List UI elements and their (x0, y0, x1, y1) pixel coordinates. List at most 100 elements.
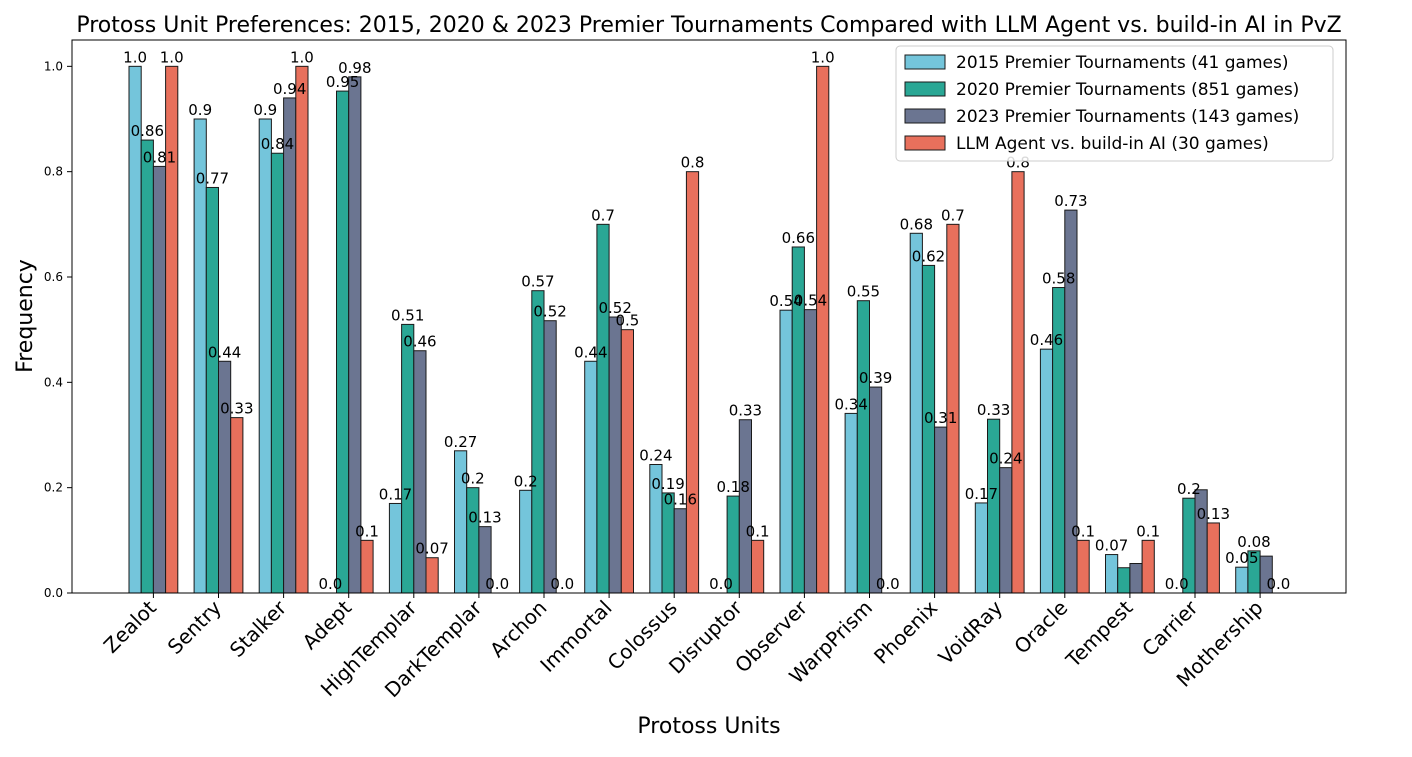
bar-tempest-series-2 (1117, 567, 1131, 594)
bar-value-label: 0.07 (1095, 537, 1128, 555)
bar-value-label: 0.57 (521, 273, 554, 291)
bar-value-label: 0.44 (574, 343, 607, 361)
bar-value-label: 0.8 (681, 154, 705, 172)
bar-value-label: 0.73 (1054, 192, 1087, 210)
bar-value-label: 0.5 (615, 312, 639, 330)
x-tick-label-tempest: Tempest (1060, 595, 1137, 672)
bar-value-label: 0.52 (598, 299, 631, 317)
bar-zealot-series-4 (165, 65, 179, 594)
bar-value-label: 0.62 (912, 247, 945, 265)
legend-label-series-3: 2023 Premier Tournaments (143 games) (956, 107, 1299, 127)
bar-warpprism-series-3 (869, 386, 883, 594)
x-tick-label-immortal: Immortal (535, 596, 616, 677)
bar-colossus-series-3 (673, 508, 687, 594)
bar-value-label: 0.1 (1071, 522, 1095, 540)
bar-value-label: 0.46 (1030, 331, 1063, 349)
bar-sentry-series-1 (193, 118, 207, 594)
bar-warpprism-series-1 (844, 412, 858, 594)
bar-stalker-series-3 (283, 97, 297, 594)
bar-value-label: 0.1 (1136, 522, 1160, 540)
x-tick-label-adept: Adept (298, 595, 357, 654)
bar-zealot-series-1 (128, 65, 142, 594)
y-tick-label: 0.2 (44, 481, 63, 495)
bar-voidray-series-2 (987, 418, 1001, 594)
bar-value-label: 0.07 (415, 540, 448, 558)
bar-value-label: 0.98 (338, 59, 371, 77)
bar-value-label: 0.9 (253, 101, 277, 119)
bar-mothership-series-1 (1235, 566, 1249, 594)
bar-immortal-series-2 (596, 223, 610, 594)
bar-adept-series-4 (360, 539, 374, 594)
bar-value-label: 0.33 (220, 400, 253, 418)
bar-stalker-series-2 (270, 152, 285, 594)
bar-value-label: 0.95 (326, 73, 359, 91)
bar-immortal-series-1 (584, 360, 598, 594)
bar-tempest-series-1 (1105, 554, 1119, 594)
bar-value-label: 0.13 (468, 509, 501, 527)
bar-tempest-series-4 (1141, 539, 1155, 594)
bar-value-label: 0.54 (769, 292, 802, 310)
bar-disruptor-series-4 (751, 539, 765, 594)
bar-value-label: 0.18 (716, 478, 749, 496)
bar-value-label: 0.27 (444, 433, 477, 451)
bar-phoenix-series-2 (921, 264, 936, 594)
x-tick-label-sentry: Sentry (163, 595, 226, 658)
bar-sentry-series-4 (230, 417, 244, 594)
bar-value-label: 0.58 (1042, 270, 1075, 288)
legend-swatch-series-4 (904, 135, 946, 151)
legend-box (895, 45, 1334, 162)
bar-value-label: 1.0 (290, 48, 314, 66)
x-tick-label-carrier: Carrier (1137, 595, 1203, 661)
bar-observer-series-4 (816, 65, 830, 594)
bar-adept-series-3 (348, 76, 362, 594)
bar-darktemplar-series-2 (466, 487, 480, 594)
bar-value-label: 0.54 (794, 292, 827, 310)
bar-value-label: 0.9 (188, 101, 212, 119)
legend-swatch-series-2 (904, 81, 946, 97)
bar-value-label: 0.44 (208, 343, 241, 361)
bar-value-label: 0.0 (318, 575, 342, 593)
bar-value-label: 0.2 (461, 470, 485, 488)
bar-oracle-series-1 (1039, 348, 1054, 594)
bar-immortal-series-4 (620, 329, 634, 594)
bar-carrier-series-4 (1206, 522, 1220, 594)
bar-value-label: 0.2 (1177, 480, 1201, 498)
legend-swatch-series-1 (904, 54, 946, 70)
bar-value-label: 0.13 (1197, 505, 1230, 523)
bar-sentry-series-3 (218, 360, 232, 594)
bar-warpprism-series-2 (856, 300, 870, 594)
bar-archon-series-1 (519, 489, 533, 594)
bar-sentry-series-2 (205, 186, 220, 594)
bar-value-label: 0.51 (391, 306, 424, 324)
bar-value-label: 0.05 (1225, 549, 1258, 567)
y-tick-label: 0.4 (44, 375, 63, 389)
bar-value-label: 1.0 (811, 48, 835, 66)
bar-value-label: 0.94 (273, 80, 306, 98)
y-tick-label: 1.0 (44, 59, 63, 73)
bar-value-label: 0.66 (782, 229, 815, 247)
plot-frame (71, 39, 1347, 594)
bar-value-label: 0.08 (1237, 533, 1270, 551)
bar-hightemplar-series-1 (388, 502, 403, 594)
bar-value-label: 1.0 (160, 48, 184, 66)
bar-adept-series-2 (336, 90, 350, 594)
legend-label-series-2: 2020 Premier Tournaments (851 games) (956, 80, 1299, 100)
bar-value-label: 0.0 (1165, 575, 1189, 593)
bar-value-label: 0.17 (379, 485, 412, 503)
x-axis-label: Protoss Units (637, 714, 780, 739)
x-tick-label-archon: Archon (485, 596, 552, 663)
bar-tempest-series-3 (1129, 563, 1143, 594)
bar-value-label: 0.24 (639, 446, 672, 464)
y-tick-label: 0.0 (44, 586, 63, 600)
bar-observer-series-1 (779, 309, 793, 594)
y-tick-label: 0.8 (44, 165, 63, 179)
bar-value-labels: 1.0 0.86 0.81 1.0 0.9 0.77 0.44 0.33 0.9 0.84 0.94… (123, 48, 1290, 593)
x-tick-label-voidray: VoidRay (934, 595, 1008, 669)
bar-value-label: 0.0 (1266, 575, 1290, 593)
bar-disruptor-series-3 (738, 419, 752, 594)
bar-value-label: 0.33 (729, 402, 762, 420)
legend-label-series-4: LLM Agent vs. build-in AI (30 games) (956, 134, 1269, 154)
